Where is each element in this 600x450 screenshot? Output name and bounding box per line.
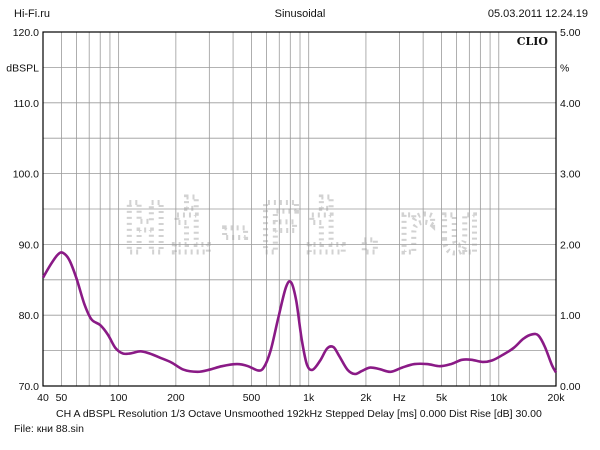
x-axis-unit-label: Hz bbox=[393, 392, 406, 404]
x-tick-label: 200 bbox=[167, 392, 185, 404]
y2-tick-label: 4.00 bbox=[560, 98, 581, 110]
measurement-settings-line: CH A dBSPL Resolution 1/3 Octave Unsmoot… bbox=[56, 408, 542, 420]
header-site-label: Hi-Fi.ru bbox=[14, 8, 51, 20]
y2-tick-label: 3.00 bbox=[560, 169, 581, 181]
y-tick-label: 90.0 bbox=[19, 239, 40, 251]
y2-tick-label: 5.00 bbox=[560, 27, 581, 39]
y2-tick-label: 2.00 bbox=[560, 239, 581, 251]
x-tick-label: 5k bbox=[436, 392, 448, 404]
watermark-logo: Hi-Fi.ru bbox=[125, 190, 485, 269]
brand-label: CLIO bbox=[517, 35, 549, 48]
header-measurement-type: Sinusoidal bbox=[274, 8, 326, 20]
y-tick-label: 70.0 bbox=[19, 381, 40, 393]
x-tick-label: 1k bbox=[303, 392, 315, 404]
y2-tick-label: 0.00 bbox=[560, 381, 581, 393]
x-tick-label: 50 bbox=[56, 392, 68, 404]
header-timestamp: 05.03.2011 12.24.19 bbox=[487, 8, 588, 20]
plot-frame bbox=[42, 31, 557, 387]
x-tick-label: 100 bbox=[110, 392, 128, 404]
y2-axis-label: % bbox=[560, 62, 569, 74]
y-tick-label: 100.0 bbox=[13, 169, 39, 181]
y-tick-label: 80.0 bbox=[19, 310, 40, 322]
x-tick-label: 500 bbox=[243, 392, 261, 404]
frequency-response-curve bbox=[41, 251, 558, 376]
y-axis-label: dBSPL bbox=[6, 62, 39, 74]
y-tick-label: 110.0 bbox=[14, 98, 40, 110]
x-tick-label: 2k bbox=[360, 392, 372, 404]
x-tick-label: 40 bbox=[37, 392, 49, 404]
file-name-label: File: кни 88.sin bbox=[14, 423, 84, 435]
x-tick-label: 20k bbox=[548, 392, 566, 404]
x-tick-label: 10k bbox=[490, 392, 508, 404]
y2-tick-label: 1.00 bbox=[560, 310, 581, 322]
y-tick-label: 120.0 bbox=[13, 27, 39, 39]
